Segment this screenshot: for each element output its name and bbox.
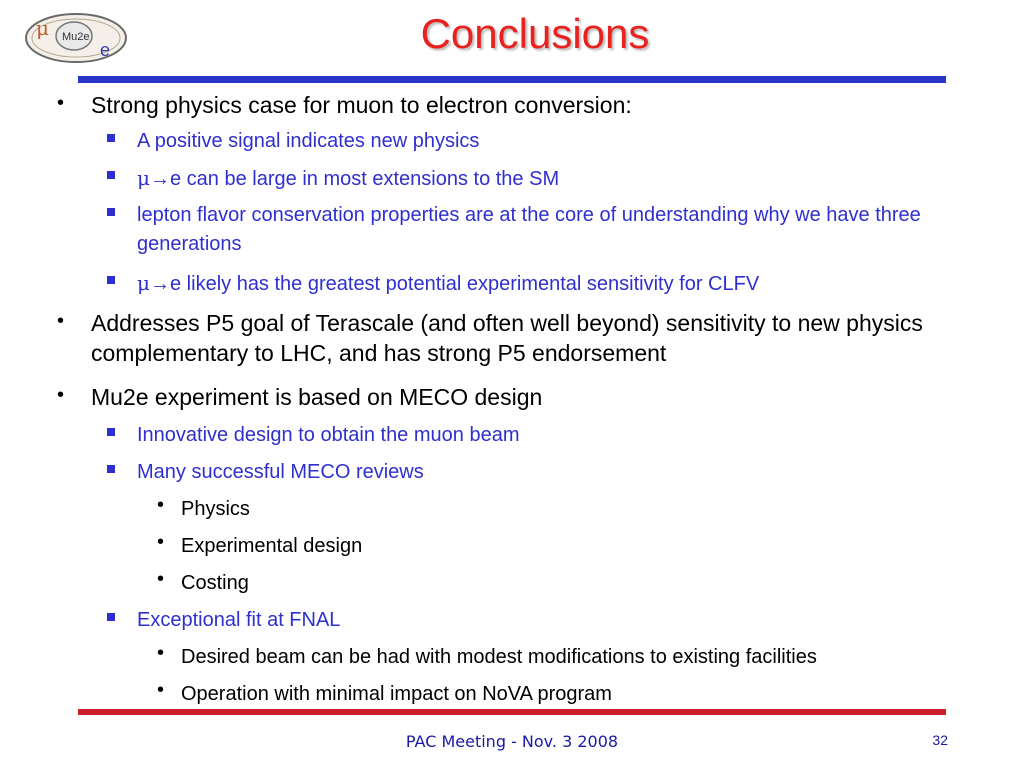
sub-bullet-text: Innovative design to obtain the muon bea… (137, 424, 520, 446)
square-bullet-icon (107, 276, 115, 284)
square-bullet-icon (107, 428, 115, 436)
sub-bullet-text: A positive signal indicates new physics (137, 130, 480, 152)
bullet-dot: • (57, 384, 65, 406)
bullet-text: Mu2e experiment is based on MECO design (91, 384, 543, 410)
sub-sub-bullet-text: Experimental design (181, 535, 363, 557)
square-bullet-icon (107, 134, 115, 142)
title-rule (78, 76, 946, 83)
square-bullet-icon (107, 613, 115, 621)
footer-rule (78, 709, 946, 715)
mu2e-logo: μ Mu2e e (25, 13, 127, 63)
sub-sub-bullet-text: Physics (181, 498, 250, 520)
logo-label: Mu2e (62, 31, 90, 43)
bullet-text: Addresses P5 goal of Terascale (and ofte… (91, 310, 923, 366)
bullet-dot: • (157, 531, 165, 553)
sub-sub-bullet-text: Desired beam can be had with modest modi… (181, 646, 817, 668)
sub-bullet-text-rest: e likely has the greatest potential expe… (170, 273, 760, 295)
footer-text: PAC Meeting - Nov. 3 2008 (405, 732, 619, 751)
bullet-dot: • (57, 92, 65, 114)
mu-symbol: μ (137, 166, 150, 190)
sub-bullet-text: μ→e can be large in most extensions to t… (137, 164, 997, 194)
bullet-dot: • (157, 568, 165, 590)
arrow-symbol: → (150, 273, 170, 295)
bullet-text: Strong physics case for muon to electron… (91, 92, 632, 118)
arrow-symbol: → (150, 168, 170, 190)
sub-bullet-text: Many successful MECO reviews (137, 461, 424, 483)
sub-bullet-text: Exceptional fit at FNAL (137, 609, 341, 631)
square-bullet-icon (107, 171, 115, 179)
square-bullet-icon (107, 208, 115, 216)
mu-symbol: μ (137, 271, 150, 295)
sub-bullet-text: μ→e likely has the greatest potential ex… (137, 269, 997, 299)
sub-sub-bullet-text: Operation with minimal impact on NoVA pr… (181, 683, 612, 705)
bullet-dot: • (157, 679, 165, 701)
page-number: 32 (932, 732, 948, 748)
sub-bullet-text: lepton flavor conservation properties ar… (137, 204, 921, 255)
slide-title: Conclusions (420, 10, 650, 57)
sub-bullet-text-rest: e can be large in most extensions to the… (170, 168, 560, 190)
logo-e: e (100, 40, 110, 60)
bullet-dot: • (157, 642, 165, 664)
logo-mu: μ (36, 16, 49, 40)
sub-sub-bullet-text: Costing (181, 572, 249, 594)
bullet-dot: • (157, 494, 165, 516)
bullet-dot: • (57, 310, 65, 332)
square-bullet-icon (107, 465, 115, 473)
